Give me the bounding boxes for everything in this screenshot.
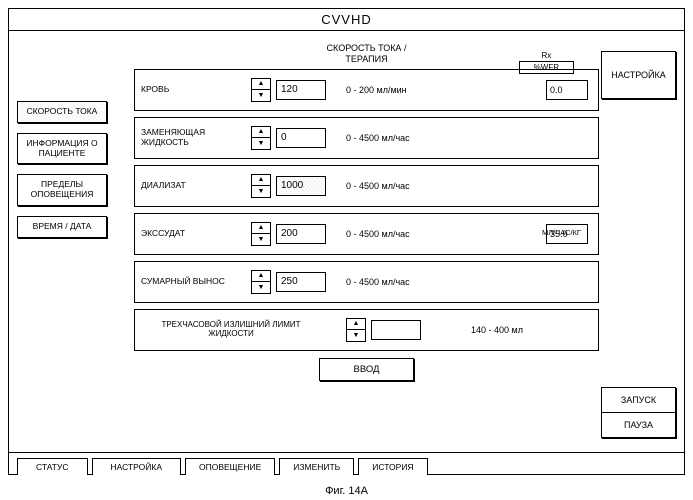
window-title: CVVHD — [9, 9, 684, 31]
chevron-down-icon[interactable]: ▼ — [252, 234, 270, 245]
chevron-up-icon[interactable]: ▲ — [252, 175, 270, 187]
row-label: ЗАМЕНЯЮЩАЯ ЖИДКОСТЬ — [141, 128, 251, 147]
chevron-down-icon[interactable]: ▼ — [252, 282, 270, 293]
range-label: 140 - 400 мл — [471, 325, 523, 335]
row-label: ДИАЛИЗАТ — [141, 181, 251, 190]
bottom-tab-4[interactable]: ИСТОРИЯ — [358, 458, 427, 475]
limit-row: ТРЕХЧАСОВОЙ ИЗЛИШНИЙ ЛИМИТ ЖИДКОСТИ ▲▼ 140… — [134, 309, 599, 351]
value-box[interactable]: 250 — [276, 272, 326, 292]
spinner[interactable]: ▲▼ — [251, 222, 271, 246]
value-box[interactable] — [371, 320, 421, 340]
bottom-tab-2[interactable]: ОПОВЕЩЕНИЕ — [185, 458, 275, 475]
enter-button[interactable]: ВВОД — [319, 358, 414, 381]
range-label: 0 - 4500 мл/час — [346, 133, 410, 143]
chevron-down-icon[interactable]: ▼ — [252, 90, 270, 101]
left-tab-2[interactable]: ПРЕДЕЛЫ ОПОВЕЩЕНИЯ — [17, 174, 107, 206]
value-box[interactable]: 1000 — [276, 176, 326, 196]
spinner[interactable]: ▲▼ — [251, 270, 271, 294]
chevron-down-icon[interactable]: ▼ — [252, 186, 270, 197]
chevron-up-icon[interactable]: ▲ — [252, 223, 270, 235]
left-sidebar: СКОРОСТЬ ТОКА ИНФОРМАЦИЯ О ПАЦИЕНТЕ ПРЕДЕЛ… — [17, 101, 107, 238]
value-box[interactable]: 200 — [276, 224, 326, 244]
row-label: СУМАРНЫЙ ВЫНОС — [141, 277, 251, 286]
bottom-tab-1[interactable]: НАСТРОЙКА — [92, 458, 182, 475]
param-row-4: СУМАРНЫЙ ВЫНОС▲▼2500 - 4500 мл/час — [134, 261, 599, 303]
chevron-down-icon[interactable]: ▼ — [252, 138, 270, 149]
bottom-tab-3[interactable]: ИЗМЕНИТЬ — [279, 458, 354, 475]
range-label: 0 - 4500 мл/час — [346, 181, 410, 191]
extra-value: 0.0 — [546, 80, 588, 100]
pause-label: ПАУЗА — [602, 413, 675, 437]
spinner[interactable]: ▲▼ — [251, 126, 271, 150]
chevron-up-icon[interactable]: ▲ — [252, 127, 270, 139]
param-row-0: КРОВЬ▲▼1200 - 200 мл/мин0.0 — [134, 69, 599, 111]
spinner[interactable]: ▲▼ — [251, 78, 271, 102]
center-panel: СКОРОСТЬ ТОКА / ТЕРАПИЯ Rx %WFR МЛ/ЧАС/К… — [134, 43, 599, 381]
figure-label: Фиг. 14A — [0, 485, 693, 497]
value-box[interactable]: 0 — [276, 128, 326, 148]
bottom-tab-0[interactable]: СТАТУС — [17, 458, 88, 475]
param-row-1: ЗАМЕНЯЮЩАЯ ЖИДКОСТЬ▲▼00 - 4500 мл/час — [134, 117, 599, 159]
bottom-tabs: СТАТУСНАСТРОЙКАОПОВЕЩЕНИЕИЗМЕНИТЬИСТОРИЯ — [9, 452, 684, 474]
right-sidebar-bottom: ЗАПУСК ПАУЗА — [601, 387, 676, 438]
spinner[interactable]: ▲▼ — [346, 318, 366, 342]
chevron-down-icon[interactable]: ▼ — [347, 330, 365, 341]
extra-value: 35.0 — [546, 224, 588, 244]
spinner[interactable]: ▲▼ — [251, 174, 271, 198]
left-tab-1[interactable]: ИНФОРМАЦИЯ О ПАЦИЕНТЕ — [17, 133, 107, 165]
chevron-up-icon[interactable]: ▲ — [252, 271, 270, 283]
row-label: ЭКССУДАТ — [141, 229, 251, 238]
param-row-3: ЭКССУДАТ▲▼2000 - 4500 мл/час35.0 — [134, 213, 599, 255]
value-box[interactable]: 120 — [276, 80, 326, 100]
left-tab-0[interactable]: СКОРОСТЬ ТОКА — [17, 101, 107, 123]
row-label: КРОВЬ — [141, 85, 251, 94]
range-label: 0 - 200 мл/мин — [346, 85, 407, 95]
left-tab-3[interactable]: ВРЕМЯ / ДАТА — [17, 216, 107, 238]
range-label: 0 - 4500 мл/час — [346, 229, 410, 239]
settings-button[interactable]: НАСТРОЙКА — [601, 51, 676, 99]
start-pause-button[interactable]: ЗАПУСК ПАУЗА — [601, 387, 676, 438]
param-row-2: ДИАЛИЗАТ▲▼10000 - 4500 мл/час — [134, 165, 599, 207]
chevron-up-icon[interactable]: ▲ — [347, 319, 365, 331]
range-label: 0 - 4500 мл/час — [346, 277, 410, 287]
right-sidebar-top: НАСТРОЙКА — [601, 51, 676, 99]
start-label: ЗАПУСК — [602, 388, 675, 412]
chevron-up-icon[interactable]: ▲ — [252, 79, 270, 91]
row-label: ТРЕХЧАСОВОЙ ИЗЛИШНИЙ ЛИМИТ ЖИДКОСТИ — [141, 321, 321, 339]
